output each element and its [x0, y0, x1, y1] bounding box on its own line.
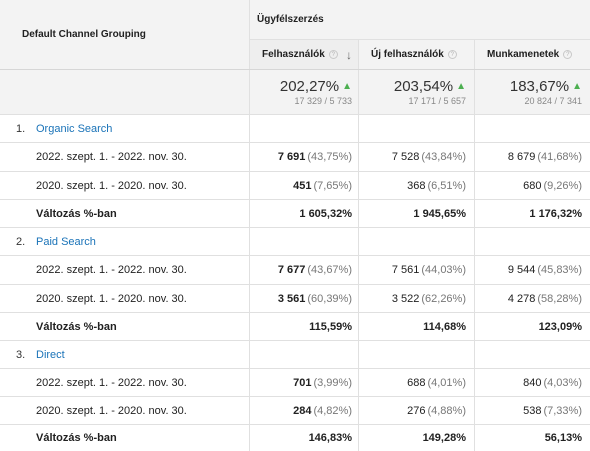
group-link[interactable]: Organic Search — [36, 122, 113, 135]
table-row: 2022. szept. 1. - 2022. nov. 30. 701 (3,9… — [0, 369, 590, 397]
row-label: Változás %-ban — [0, 313, 250, 340]
group-cell: 2. Paid Search — [0, 228, 250, 255]
row-label: 2022. szept. 1. - 2022. nov. 30. — [0, 143, 250, 171]
arrow-down-icon[interactable]: ↓ — [346, 47, 352, 62]
cell-sessions: 56,13% — [544, 432, 582, 444]
cell-users: 451 (7,65%) — [250, 172, 359, 199]
total-sessions-value: 183,67% — [509, 78, 570, 95]
cell-new-users: 7 528 (43,84%) — [359, 143, 475, 171]
group-link[interactable]: Direct — [36, 348, 65, 361]
table-row-group: 2. Paid Search — [0, 228, 590, 256]
cell-new-users: 3 522 (62,26%) — [359, 285, 475, 312]
dimension-header[interactable]: Default Channel Grouping — [0, 0, 250, 70]
total-new-users-value: 203,54% — [393, 78, 454, 95]
group-header: Ügyfélszerzés — [250, 0, 590, 40]
table-row: 2022. szept. 1. - 2022. nov. 30. 7 677 (4… — [0, 256, 590, 285]
column-header-sessions-label: Munkamenetek — [487, 49, 560, 60]
table-row: 2020. szept. 1. - 2020. nov. 30. 451 (7,6… — [0, 172, 590, 200]
cell-users: 3 561 (60,39%) — [250, 285, 359, 312]
total-sessions: 183,67% ▲ 20 824 / 7 341 — [475, 70, 590, 114]
cell-sessions: 4 278 (58,28%) — [507, 292, 582, 305]
cell-sessions: 9 544 (45,83%) — [507, 264, 582, 276]
column-header-users[interactable]: Felhasználók ? ↓ — [250, 40, 359, 69]
cell-sessions: 8 679 (41,68%) — [507, 151, 582, 163]
group-header-label: Ügyfélszerzés — [257, 14, 324, 25]
row-label: 2020. szept. 1. - 2020. nov. 30. — [0, 172, 250, 199]
column-header-new-users[interactable]: Új felhasználók ? — [359, 40, 475, 69]
group-index: 1. — [16, 122, 26, 135]
table-row-group: 3. Direct — [0, 341, 590, 369]
arrow-up-icon: ▲ — [342, 81, 352, 92]
column-header-users-label: Felhasználók — [262, 49, 325, 60]
group-cell: 3. Direct — [0, 341, 250, 368]
cell-sessions: 1 176,32% — [529, 207, 582, 220]
total-sessions-sub: 20 824 / 7 341 — [524, 96, 582, 106]
total-users-sub: 17 329 / 5 733 — [294, 96, 352, 106]
cell-users: 7 691 (43,75%) — [250, 143, 359, 171]
table-row-change: Változás %-ban 1 605,32% 1 945,65% 1 176… — [0, 200, 590, 228]
total-users: 202,27% ▲ 17 329 / 5 733 — [250, 70, 359, 114]
group-link[interactable]: Paid Search — [36, 235, 96, 248]
row-label: 2022. szept. 1. - 2022. nov. 30. — [0, 369, 250, 396]
group-index: 3. — [16, 348, 26, 361]
column-header-row: Felhasználók ? ↓ Új felhasználók ? Munka… — [0, 40, 590, 70]
cell-sessions: 123,09% — [538, 320, 582, 333]
total-new-users-sub: 17 171 / 5 657 — [408, 96, 466, 106]
cell-new-users: 688 (4,01%) — [359, 369, 475, 396]
group-cell: 1. Organic Search — [0, 115, 250, 142]
column-header-sessions[interactable]: Munkamenetek ? — [475, 40, 590, 69]
table-row-change: Változás %-ban 115,59% 114,68% 123,09% — [0, 313, 590, 341]
arrow-up-icon: ▲ — [456, 81, 466, 92]
cell-new-users: 114,68% — [359, 313, 475, 340]
table-row: 2020. szept. 1. - 2020. nov. 30. 284 (4,8… — [0, 397, 590, 425]
cell-users: 146,83% — [250, 425, 359, 451]
row-label: 2022. szept. 1. - 2022. nov. 30. — [0, 256, 250, 284]
cell-new-users: 276 (4,88%) — [359, 397, 475, 424]
help-icon[interactable]: ? — [563, 50, 573, 59]
arrow-up-icon: ▲ — [572, 81, 582, 92]
row-label: Változás %-ban — [0, 425, 250, 451]
row-label: 2020. szept. 1. - 2020. nov. 30. — [0, 397, 250, 424]
cell-users: 284 (4,82%) — [250, 397, 359, 424]
column-header-new-users-label: Új felhasználók — [371, 49, 444, 60]
row-label: Változás %-ban — [0, 200, 250, 227]
cell-users: 1 605,32% — [250, 200, 359, 227]
dimension-header-label: Default Channel Grouping — [22, 29, 146, 40]
row-label: 2020. szept. 1. - 2020. nov. 30. — [0, 285, 250, 312]
cell-users: 7 677 (43,67%) — [250, 256, 359, 284]
table-row-group: 1. Organic Search — [0, 115, 590, 143]
table-row: 2022. szept. 1. - 2022. nov. 30. 7 691 (4… — [0, 143, 590, 172]
table-row: 2020. szept. 1. - 2020. nov. 30. 3 561 (6… — [0, 285, 590, 313]
cell-new-users: 368 (6,51%) — [359, 172, 475, 199]
cell-new-users: 1 945,65% — [359, 200, 475, 227]
cell-users: 701 (3,99%) — [250, 369, 359, 396]
cell-sessions: 538 (7,33%) — [523, 404, 582, 417]
help-icon[interactable]: ? — [328, 50, 338, 59]
total-users-value: 202,27% — [279, 78, 340, 95]
cell-new-users: 7 561 (44,03%) — [359, 256, 475, 284]
cell-users: 115,59% — [250, 313, 359, 340]
help-icon[interactable]: ? — [447, 50, 457, 59]
total-new-users: 203,54% ▲ 17 171 / 5 657 — [359, 70, 475, 114]
totals-row: 202,27% ▲ 17 329 / 5 733 203,54% ▲ 17 171 … — [0, 70, 590, 115]
table-row-change: Változás %-ban 146,83% 149,28% 56,13% — [0, 425, 590, 451]
cell-sessions: 840 (4,03%) — [523, 376, 582, 389]
group-index: 2. — [16, 235, 26, 248]
cell-sessions: 680 (9,26%) — [523, 179, 582, 192]
cell-new-users: 149,28% — [359, 425, 475, 451]
